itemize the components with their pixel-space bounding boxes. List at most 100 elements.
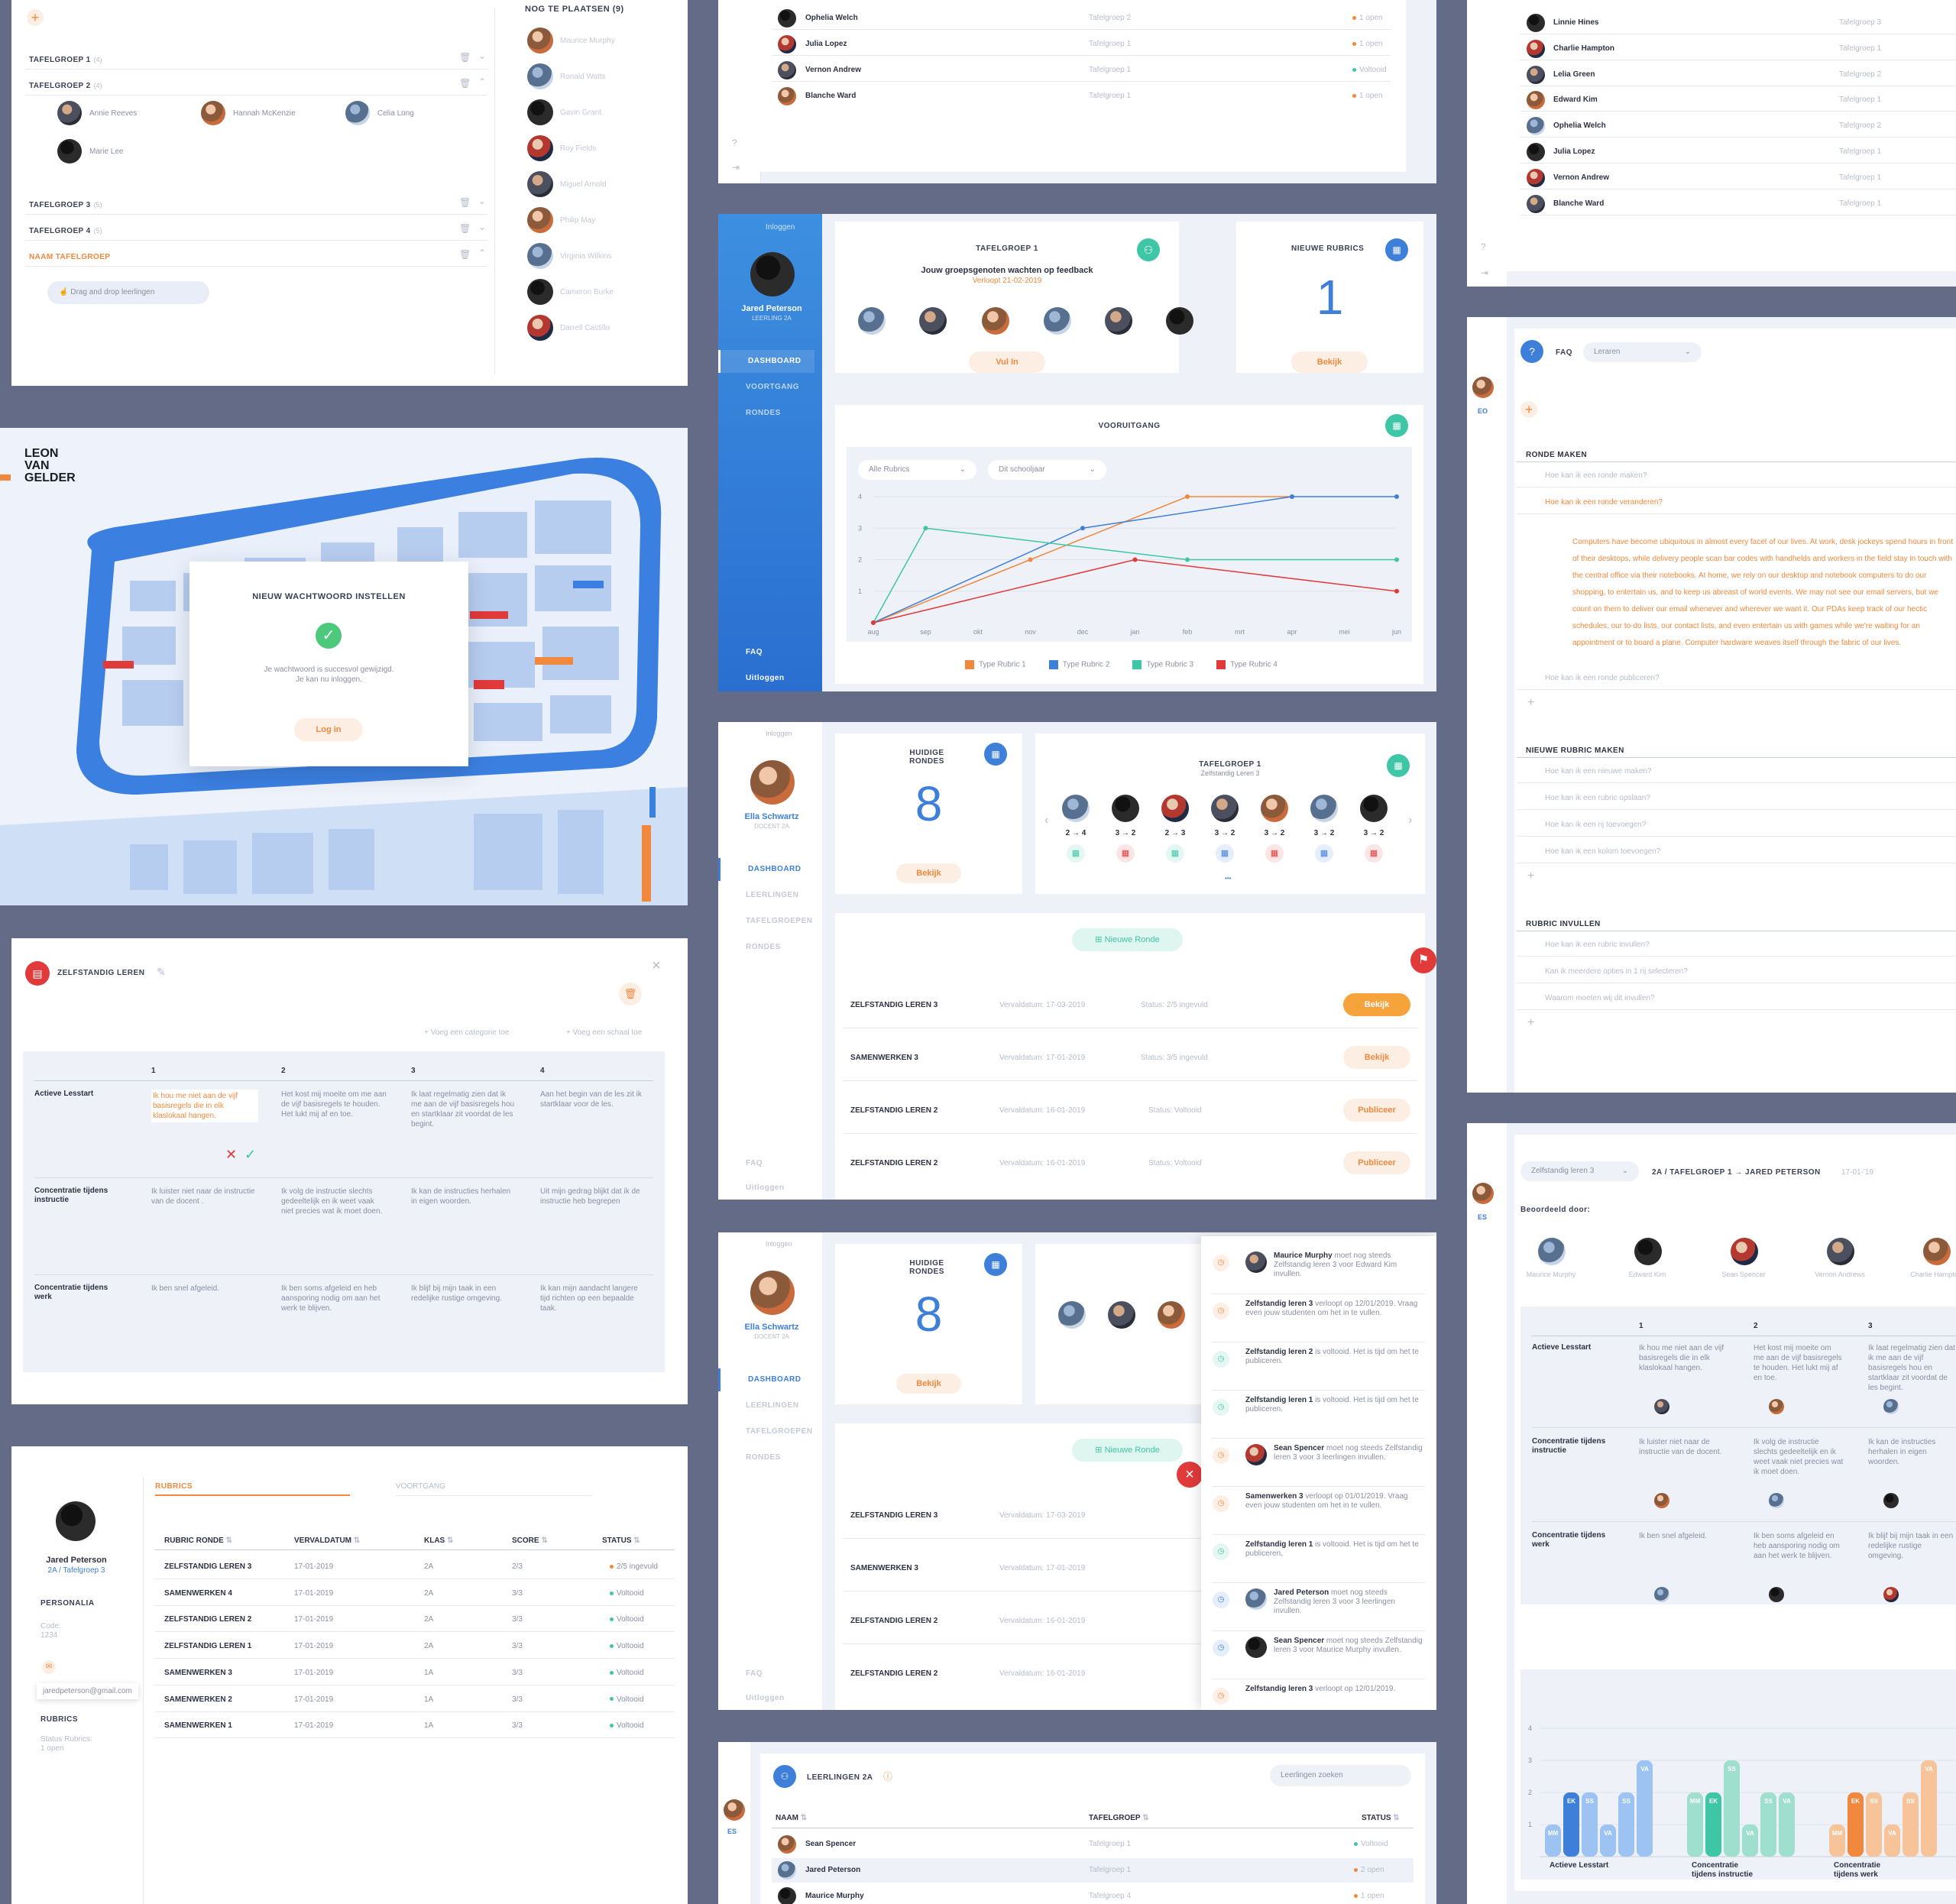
group-row[interactable]: NAAM TAFELGROEP 🗑 ⌃ bbox=[29, 248, 487, 264]
faq-question[interactable]: Hoe kan ik een kolom toevoegen? bbox=[1545, 847, 1661, 856]
notification-item[interactable]: Zelfstandig leren 2 is voltooid. Het is … bbox=[1245, 1348, 1419, 1365]
add-question-icon[interactable]: + bbox=[1527, 869, 1535, 882]
round-name[interactable]: SAMENWERKEN 3 bbox=[850, 1564, 918, 1572]
student-name[interactable]: Blanche Ward bbox=[805, 92, 857, 100]
carousel-next-icon[interactable]: › bbox=[1408, 814, 1413, 827]
avatar[interactable] bbox=[1923, 1238, 1951, 1265]
group-row[interactable]: TAFELGROEP 4 (5) 🗑 ⌄ bbox=[29, 222, 487, 238]
student-name[interactable]: Sean Spencer bbox=[805, 1840, 857, 1848]
avatar[interactable] bbox=[1827, 1238, 1854, 1265]
legend-item[interactable]: Type Rubric 4 bbox=[1216, 660, 1278, 670]
nav-dashboard[interactable]: DASHBOARD bbox=[718, 1368, 814, 1391]
mail-icon[interactable]: ✉ bbox=[42, 1660, 56, 1674]
rubric-cell[interactable]: Aan het begin van de les zit ik startkla… bbox=[540, 1090, 642, 1109]
column-header[interactable]: STATUS ⇅ bbox=[602, 1536, 640, 1545]
add-question-icon[interactable]: + bbox=[1527, 696, 1535, 709]
student-name[interactable]: Blanche Ward bbox=[1553, 199, 1605, 208]
help-icon[interactable]: ⓘ bbox=[883, 1771, 893, 1782]
unplaced-student[interactable]: Cameron Burke bbox=[560, 288, 614, 296]
unplaced-student[interactable]: Philip May bbox=[560, 216, 596, 225]
notification-item[interactable]: Zelfstandig leren 3 verloopt op 12/01/20… bbox=[1245, 1300, 1418, 1317]
rubric-cell[interactable]: Het kost mij moeite om me aan de vijf ba… bbox=[281, 1090, 387, 1119]
tab-voortgang[interactable]: VOORTGANG bbox=[396, 1482, 591, 1496]
notification-item[interactable]: Samenwerken 3 verloopt op 01/01/2019. Vr… bbox=[1245, 1492, 1408, 1510]
rubric-cell[interactable]: Uit mijn gedrag blijkt dat ik de instruc… bbox=[540, 1187, 640, 1206]
group-row[interactable]: TAFELGROEP 2 (4) 🗑 ⌃ bbox=[29, 76, 487, 93]
avatar[interactable] bbox=[1310, 795, 1338, 822]
new-round-button[interactable]: ⊞ Nieuwe Ronde bbox=[1072, 1439, 1183, 1462]
round-name[interactable]: ZELFSTANDIG LEREN 2 bbox=[850, 1106, 938, 1115]
round-name[interactable]: SAMENWERKEN 3 bbox=[850, 1054, 918, 1062]
faq-question[interactable]: Hoe kan ik een rij toevoegen? bbox=[1545, 821, 1647, 829]
nav-logout[interactable]: Uitloggen bbox=[746, 1694, 785, 1702]
rubric-cell[interactable]: Ik kan mijn aandacht langere tijd richte… bbox=[540, 1284, 638, 1313]
faq-question[interactable]: Waarom moeten wij dit invullen? bbox=[1545, 994, 1655, 1002]
chevron-up-icon[interactable]: ⌃ bbox=[478, 76, 487, 87]
nav-tafelgroepen[interactable]: TAFELGROEPEN bbox=[746, 917, 813, 925]
nav-voortgang[interactable]: VOORTGANG bbox=[746, 383, 800, 391]
login-button[interactable]: Log in bbox=[294, 718, 363, 741]
trash-icon[interactable]: 🗑 bbox=[459, 249, 471, 260]
notification-item[interactable]: Zelfstandig leren 3 verloopt op 12/01/20… bbox=[1245, 1685, 1396, 1693]
faq-question[interactable]: Hoe kan ik een ronde veranderen? bbox=[1545, 498, 1663, 507]
student-name[interactable]: Charlie Hampton bbox=[1553, 44, 1615, 53]
student-name[interactable]: Edward Kim bbox=[1553, 96, 1598, 105]
nav-leerlingen[interactable]: LEERLINGEN bbox=[746, 891, 799, 899]
new-round-button[interactable]: ⊞ Nieuwe Ronde bbox=[1072, 928, 1183, 951]
add-scale-button[interactable]: + Voeg een schaal toe bbox=[566, 1028, 643, 1037]
notification-item[interactable]: Zelfstandig leren 1 is voltooid. Het is … bbox=[1245, 1396, 1419, 1413]
faq-question[interactable]: Hoe kan ik een ronde publiceren? bbox=[1545, 674, 1660, 682]
view-rounds-button[interactable]: Bekijk bbox=[896, 863, 961, 883]
nav-logout[interactable]: Uitloggen bbox=[746, 674, 785, 682]
faq-icon[interactable]: ? bbox=[732, 138, 737, 148]
view-rubrics-button[interactable]: Bekijk bbox=[1291, 351, 1368, 373]
login-link[interactable]: Inloggen bbox=[766, 730, 792, 737]
trash-icon[interactable]: 🗑 bbox=[459, 52, 471, 63]
nav-rondes[interactable]: RONDES bbox=[746, 1453, 781, 1462]
column-header[interactable]: KLAS ⇅ bbox=[424, 1536, 454, 1545]
member-name[interactable]: Marie Lee bbox=[89, 147, 124, 156]
round-select[interactable]: Zelfstandig leren 3 ⌄ bbox=[1520, 1161, 1639, 1181]
column-header[interactable]: VERVALDATUM ⇅ bbox=[294, 1536, 361, 1545]
member-name[interactable]: Celia Long bbox=[377, 109, 414, 118]
round-name[interactable]: ZELFSTANDIG LEREN 2 bbox=[850, 1159, 938, 1167]
rubric-cell[interactable]: Ik ben soms afgeleid en heb aansporing n… bbox=[281, 1284, 381, 1313]
rubric-cell[interactable]: Ik kan de instructies herhalen in eigen … bbox=[411, 1187, 511, 1206]
round-name[interactable]: ZELFSTANDIG LEREN 2 bbox=[850, 1669, 938, 1678]
student-name[interactable]: Julia Lopez bbox=[805, 40, 847, 48]
unplaced-student[interactable]: Maurice Murphy bbox=[560, 37, 615, 45]
avatar[interactable] bbox=[1731, 1238, 1758, 1265]
rubric-cell[interactable]: Ik ben snel afgeleid. bbox=[151, 1284, 219, 1293]
student-name[interactable]: Ophelia Welch bbox=[1553, 121, 1606, 131]
confirm-icon[interactable]: ✓ bbox=[244, 1147, 257, 1162]
student-name[interactable]: Jared Peterson bbox=[805, 1866, 861, 1874]
group-row[interactable]: TAFELGROEP 1 (4) 🗑 ⌄ bbox=[29, 50, 487, 67]
unplaced-student[interactable]: Darrell Castillo bbox=[560, 324, 610, 332]
login-link[interactable]: Inloggen bbox=[766, 1240, 792, 1248]
faq-question[interactable]: Hoe kan ik een nieuwe maken? bbox=[1545, 767, 1652, 776]
nav-dashboard[interactable]: DASHBOARD bbox=[718, 350, 814, 373]
add-faq-button[interactable]: + bbox=[1520, 401, 1537, 418]
legend-item[interactable]: Type Rubric 3 bbox=[1132, 660, 1193, 670]
student-name[interactable]: Vernon Andrew bbox=[1553, 173, 1609, 182]
add-group-button[interactable]: + bbox=[27, 9, 44, 26]
avatar[interactable] bbox=[1211, 795, 1239, 822]
chevron-up-icon[interactable]: ⌃ bbox=[478, 248, 487, 258]
legend-item[interactable]: Type Rubric 1 bbox=[965, 660, 1026, 670]
student-name[interactable]: Ophelia Welch bbox=[805, 14, 858, 22]
student-name[interactable]: Julia Lopez bbox=[1553, 147, 1595, 156]
chevron-down-icon[interactable]: ⌄ bbox=[478, 196, 487, 206]
avatar[interactable] bbox=[1161, 795, 1189, 822]
view-round-button[interactable]: Bekijk bbox=[1343, 1046, 1410, 1069]
nav-rondes[interactable]: RONDES bbox=[746, 943, 781, 951]
nav-rondes[interactable]: RONDES bbox=[746, 409, 781, 417]
avatar[interactable] bbox=[1112, 795, 1139, 822]
close-notifications-icon[interactable]: × bbox=[1177, 1462, 1203, 1488]
rubric-cell[interactable]: Ik luister niet naar de instructie van d… bbox=[151, 1187, 255, 1206]
unplaced-student[interactable]: Miguel Arnold bbox=[560, 180, 607, 189]
avatar[interactable] bbox=[1261, 795, 1288, 822]
column-header[interactable]: STATUS ⇅ bbox=[1362, 1814, 1400, 1822]
rubric-cell[interactable]: Ik hou me niet aan de vijf basisregels d… bbox=[151, 1090, 258, 1122]
logout-icon[interactable]: ⇥ bbox=[1481, 267, 1489, 278]
nav-dashboard[interactable]: DASHBOARD bbox=[718, 858, 814, 881]
